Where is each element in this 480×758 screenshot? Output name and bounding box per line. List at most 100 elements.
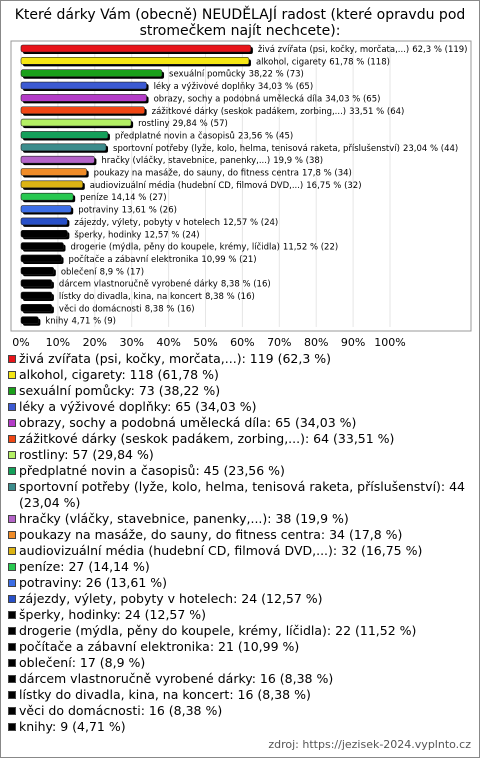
bar	[20, 81, 147, 90]
bar-label: věci do domácnosti 8,38 % (16)	[59, 304, 195, 314]
bar-label: živá zvířata (psi, kočky, morčata,...) 62…	[258, 44, 468, 55]
bar-label: peníze 14,14 % (27)	[80, 193, 166, 203]
bar	[20, 57, 250, 65]
legend-swatch	[8, 403, 16, 411]
legend-label: sexuální pomůcky: 73 (38,22 %)	[19, 383, 221, 398]
x-tick-label: 70%	[267, 336, 291, 349]
legend-label: drogerie (mýdla, pěny do koupele, krémy,…	[19, 623, 417, 638]
bar-value-label: 62,3 % (119)	[412, 45, 467, 55]
legend-item: dárcem vlastnoručně vyrobené dárky: 16 (…	[7, 671, 473, 687]
x-tick-label: 30%	[119, 336, 143, 349]
bar-label: hračky (vláčky, stavebnice, panenky,...)…	[101, 155, 323, 166]
bar-category: lístky do divadla, kina, na koncert	[59, 292, 203, 302]
bar-category: peníze	[80, 193, 108, 203]
bar	[20, 131, 109, 139]
bar-value-label: 8,9 % (17)	[100, 267, 144, 277]
bar-label: počítače a zábavní elektronika 10,99 % (2…	[69, 253, 257, 264]
legend-swatch	[8, 563, 16, 571]
bar	[20, 229, 68, 238]
bar-category: alkohol, cigarety	[256, 57, 326, 67]
legend-label: dárcem vlastnoručně vyrobené dárky: 16 (…	[19, 671, 334, 686]
bar-label: zážitkové dárky (seskok padákem, zorbing…	[152, 105, 405, 116]
bar	[20, 254, 62, 263]
bar-value-label: 14,14 % (27)	[111, 193, 166, 203]
x-tick-label: 10%	[46, 336, 70, 349]
bar	[20, 168, 87, 176]
legend-item: počítače a zábavní elektronika: 21 (10,9…	[7, 639, 473, 655]
bar-label: alkohol, cigarety 61,78 % (118)	[256, 57, 390, 67]
bar-category: knihy	[45, 316, 68, 326]
bar-category: audiovizuální média (hudební CD, filmová…	[90, 179, 303, 190]
legend-swatch	[8, 707, 16, 715]
legend-item: léky a výživové doplňky: 65 (34,03 %)	[7, 399, 473, 415]
legend-item: audiovizuální média (hudební CD, filmová…	[7, 543, 473, 559]
legend-swatch	[8, 547, 16, 555]
bar-label: audiovizuální média (hudební CD, filmová…	[90, 179, 362, 190]
x-tick-label: 20%	[83, 336, 107, 349]
legend-swatch	[8, 611, 16, 619]
x-tick-label: 40%	[156, 336, 180, 349]
bar	[20, 118, 132, 127]
bar-category: živá zvířata (psi, kočky, morčata,...)	[258, 44, 409, 55]
bar-category: hračky (vláčky, stavebnice, panenky,...)	[101, 155, 270, 166]
legend-label: potraviny: 26 (13,61 %)	[19, 575, 168, 590]
legend-swatch	[8, 691, 16, 699]
x-tick-label: 0%	[12, 336, 29, 349]
legend-swatch	[8, 371, 16, 379]
bar	[20, 205, 72, 213]
legend-item: zájezdy, výlety, pobyty v hotelech: 24 (…	[7, 591, 473, 607]
legend-label: alkohol, cigarety: 118 (61,78 %)	[19, 367, 219, 382]
bar-label: šperky, hodinky 12,57 % (24)	[74, 229, 199, 240]
legend-label: rostliny: 57 (29,84 %)	[19, 447, 154, 462]
bar-value-label: 34,03 % (65)	[325, 94, 380, 104]
bar-category: rostliny	[138, 119, 169, 129]
bar-value-label: 34,03 % (65)	[258, 82, 313, 92]
bar-value-label: 17,8 % (34)	[302, 168, 352, 178]
legend-label: předplatné novin a časopisů: 45 (23,56 %…	[19, 463, 285, 478]
source: zdroj: https://jezisek-2024.vyplnto.cz	[268, 738, 471, 751]
bar	[20, 192, 74, 201]
bar	[20, 279, 53, 287]
legend-item: alkohol, cigarety: 118 (61,78 %)	[7, 367, 473, 383]
bar	[20, 316, 39, 325]
bar-category: potraviny	[78, 205, 118, 215]
legend-swatch	[8, 515, 16, 523]
legend-item: drogerie (mýdla, pěny do koupele, krémy,…	[7, 623, 473, 639]
legend-item: obrazy, sochy a podobná umělecká díla: 6…	[7, 415, 473, 431]
bar-label: rostliny 29,84 % (57)	[138, 119, 228, 129]
bar-category: zájezdy, výlety, pobyty v hotelech	[74, 217, 220, 227]
legend-swatch	[8, 355, 16, 363]
legend-label: audiovizuální média (hudební CD, filmová…	[19, 543, 423, 558]
bar-label: dárcem vlastnoručně vyrobené dárky 8,38 %…	[59, 278, 271, 289]
bar	[20, 291, 53, 300]
legend-label: poukazy na masáže, do sauny, do fitness …	[19, 527, 403, 542]
legend: živá zvířata (psi, kočky, morčata,...): …	[7, 351, 473, 735]
legend-label: živá zvířata (psi, kočky, morčata,...): …	[19, 351, 332, 366]
bar-value-label: 11,52 % (22)	[283, 242, 338, 252]
bar	[20, 304, 53, 312]
legend-swatch	[8, 451, 16, 459]
bar-category: sexuální pomůcky	[169, 68, 246, 79]
bar-value-label: 8,38 % (16)	[221, 279, 271, 289]
legend-swatch	[8, 483, 16, 491]
bar-category: obrazy, sochy a podobná umělecká díla	[154, 94, 323, 104]
bar-value-label: 8,38 % (16)	[205, 292, 255, 302]
bar-value-label: 61,78 % (118)	[329, 57, 390, 67]
legend-swatch	[8, 419, 16, 427]
bar-category: počítače a zábavní elektronika	[69, 253, 199, 264]
bar-value-label: 10,99 % (21)	[201, 254, 256, 264]
bar-category: zážitkové dárky (seskok padákem, zorbing…	[152, 105, 346, 116]
bar-category: léky a výživové doplňky	[154, 81, 255, 92]
bar-value-label: 33,51 % (64)	[349, 106, 404, 116]
legend-item: věci do domácnosti: 16 (8,38 %)	[7, 703, 473, 719]
bar	[20, 180, 84, 189]
bar-label: zájezdy, výlety, pobyty v hotelech 12,57 …	[74, 217, 278, 227]
bar-category: poukazy na masáže, do sauny, do fitness …	[94, 168, 299, 178]
bar-category: oblečení	[61, 266, 97, 277]
legend-swatch	[8, 531, 16, 539]
legend-item: předplatné novin a časopisů: 45 (23,56 %…	[7, 463, 473, 479]
bar-label: sportovní potřeby (lyže, kolo, helma, te…	[113, 142, 458, 153]
bar-label: poukazy na masáže, do sauny, do fitness …	[94, 168, 352, 178]
legend-label: sportovní potřeby (lyže, kolo, helma, te…	[19, 479, 466, 510]
